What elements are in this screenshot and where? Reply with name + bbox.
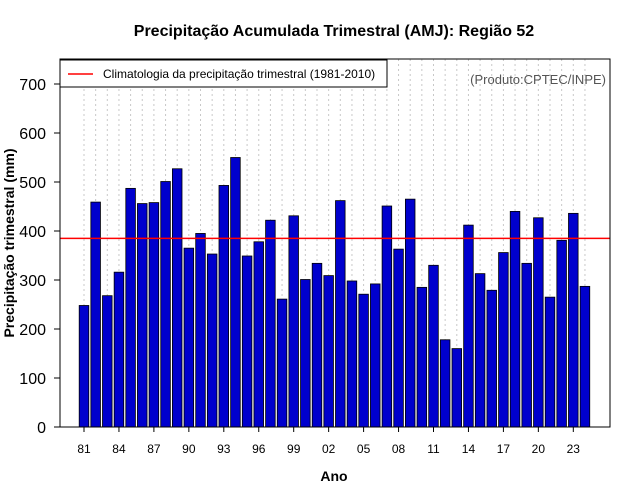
bar-1986 (137, 203, 148, 428)
bar-2009 (404, 198, 416, 428)
x-tick-label: 05 (357, 442, 371, 456)
x-tick-label: 96 (252, 442, 266, 456)
bar-1987 (148, 202, 160, 428)
bar-1992 (206, 253, 218, 428)
bar-1984 (113, 271, 125, 428)
x-tick-label: 93 (217, 442, 231, 456)
bar-2008 (393, 248, 404, 428)
bar-1995 (241, 255, 253, 428)
x-tick-label: 14 (462, 442, 476, 456)
x-tick-label: 84 (112, 442, 126, 456)
y-axis: 0 100 200 300 400 500 600 700 (19, 77, 60, 437)
bar-2001 (311, 262, 323, 428)
bar-2015 (474, 273, 486, 428)
chart-title: Precipitação Acumulada Trimestral (AMJ):… (134, 23, 535, 40)
bar-2016 (486, 289, 497, 428)
x-tick-label: 90 (182, 442, 196, 456)
plot-frame (59, 58, 611, 428)
x-tick-label: 23 (567, 442, 581, 456)
bar-2004 (346, 280, 358, 428)
y-tick-label: 700 (19, 77, 46, 94)
bar-1996 (253, 241, 264, 428)
y-tick-label: 100 (19, 371, 46, 388)
bar-2002 (323, 275, 334, 428)
bar-1982 (90, 201, 101, 428)
bars (78, 157, 591, 428)
bar-2011 (428, 264, 439, 428)
x-tick-label: 17 (497, 442, 511, 456)
bar-2014 (463, 224, 474, 428)
bar-1983 (102, 295, 113, 428)
bar-1993 (218, 185, 230, 428)
y-axis-label: Precipitação trimestral (mm) (1, 148, 17, 337)
bar-2013 (451, 348, 463, 428)
bar-2019 (521, 262, 532, 428)
x-axis-label: Ano (320, 468, 347, 484)
y-tick-label: 600 (19, 126, 46, 143)
bar-2010 (416, 286, 428, 428)
x-tick-label: 20 (532, 442, 546, 456)
bar-1994 (230, 157, 241, 428)
bar-1999 (288, 215, 299, 428)
y-tick-label: 500 (19, 175, 46, 192)
bar-1998 (276, 298, 288, 428)
bar-2023 (568, 212, 579, 428)
bar-2018 (509, 210, 521, 428)
legend-label: Climatologia da precipitação trimestral … (103, 67, 375, 81)
y-tick-label: 400 (19, 224, 46, 241)
bar-2021 (544, 296, 556, 428)
y-tick-label: 300 (19, 273, 46, 290)
bar-1990 (183, 247, 195, 428)
bar-2007 (381, 205, 393, 428)
bar-1988 (160, 181, 171, 428)
bar-1997 (265, 219, 276, 428)
bar-2024 (579, 285, 591, 428)
source-label: (Produto:CPTEC/INPE) (470, 72, 606, 87)
bar-2020 (533, 217, 544, 428)
grid (83, 59, 586, 427)
bar-1989 (171, 168, 183, 428)
x-tick-label: 81 (77, 442, 91, 456)
bar-2012 (439, 339, 451, 428)
legend-box (59, 59, 388, 88)
y-tick-label: 0 (37, 420, 46, 437)
x-tick-label: 99 (287, 442, 301, 456)
bar-2003 (335, 200, 346, 428)
bar-2006 (370, 283, 381, 428)
bar-2000 (300, 279, 311, 428)
bar-1991 (195, 233, 206, 428)
bar-2017 (498, 252, 509, 428)
x-axis: 81 84 87 90 93 96 99 02 05 08 11 14 17 20 23 (77, 427, 580, 456)
bar-2005 (358, 293, 369, 428)
bar-2022 (556, 239, 567, 428)
x-tick-label: 08 (392, 442, 406, 456)
x-tick-label: 11 (427, 442, 440, 456)
bar-1981 (78, 305, 90, 428)
bar-1985 (125, 187, 136, 428)
x-tick-label: 02 (322, 442, 336, 456)
legend: Climatologia da precipitação trimestral … (59, 59, 388, 88)
y-tick-label: 200 (19, 322, 46, 339)
x-tick-label: 87 (147, 442, 161, 456)
